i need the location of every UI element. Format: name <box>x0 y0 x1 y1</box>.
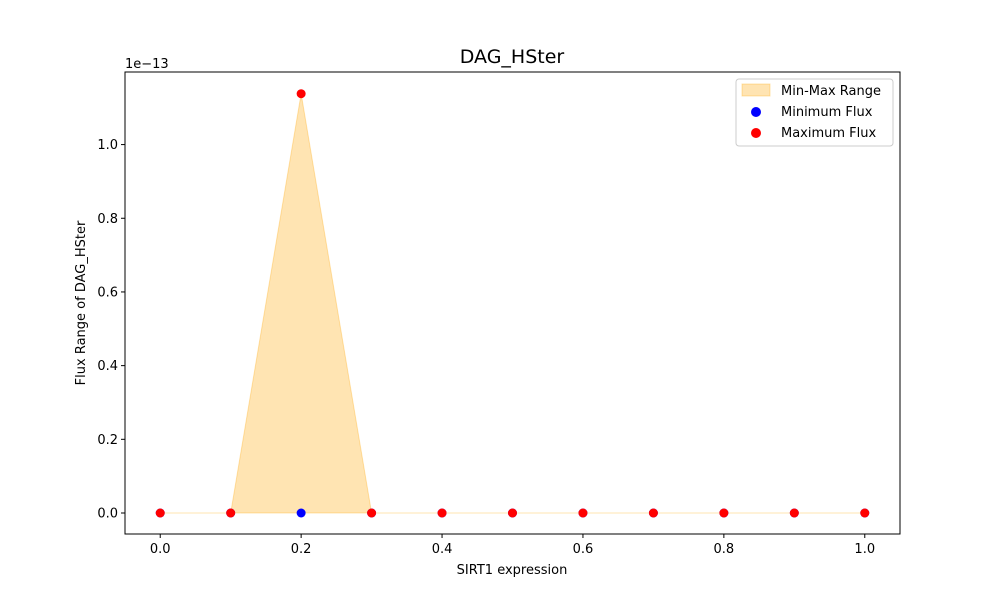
chart-title: DAG_HSter <box>460 46 565 68</box>
max-flux-point <box>578 508 588 518</box>
legend-label-range: Min-Max Range <box>781 84 881 99</box>
x-tick-label: 0.0 <box>150 542 171 557</box>
y-tick-label: 0.8 <box>97 212 118 227</box>
x-tick-label: 0.4 <box>432 542 453 557</box>
x-tick-label: 1.0 <box>854 542 875 557</box>
y-axis-label: Flux Range of DAG_HSter <box>74 220 89 385</box>
min-flux-point <box>296 508 306 518</box>
x-tick-label: 0.8 <box>714 542 735 557</box>
legend-marker-max <box>751 128 761 138</box>
max-flux-point <box>437 508 447 518</box>
y-tick-label: 1.0 <box>97 138 118 153</box>
max-flux-point <box>155 508 165 518</box>
legend-swatch-range <box>741 83 771 97</box>
y-tick-label: 0.2 <box>97 433 118 448</box>
legend: Min-Max Range Minimum Flux Maximum Flux <box>735 78 894 147</box>
x-axis-label: SIRT1 expression <box>457 563 568 578</box>
y-offset-label: 1e−13 <box>125 57 169 72</box>
y-tick-label: 0.6 <box>97 285 118 300</box>
legend-label-min: Minimum Flux <box>781 105 873 120</box>
max-flux-point <box>226 508 236 518</box>
max-flux-point <box>508 508 517 518</box>
max-flux-point <box>719 508 729 518</box>
axis-ticks: 0.0 0.2 0.4 0.6 0.8 1.0 0.0 0.2 0.4 0.6 0.8 1.0 <box>97 138 875 557</box>
y-tick-label: 0.0 <box>97 507 118 522</box>
legend-marker-min <box>751 107 761 117</box>
max-flux-point <box>860 508 870 518</box>
legend-label-max: Maximum Flux <box>781 126 877 141</box>
x-tick-label: 0.2 <box>291 542 312 557</box>
max-flux-point <box>296 89 306 99</box>
min-max-range-area <box>160 93 865 514</box>
max-flux-point <box>648 508 658 518</box>
y-tick-label: 0.4 <box>97 359 118 374</box>
x-tick-label: 0.6 <box>573 542 594 557</box>
plot-area <box>155 89 870 518</box>
max-flux-point <box>789 508 799 518</box>
max-flux-point <box>367 508 377 518</box>
axes-frame <box>124 71 901 535</box>
legend-box <box>735 78 894 147</box>
